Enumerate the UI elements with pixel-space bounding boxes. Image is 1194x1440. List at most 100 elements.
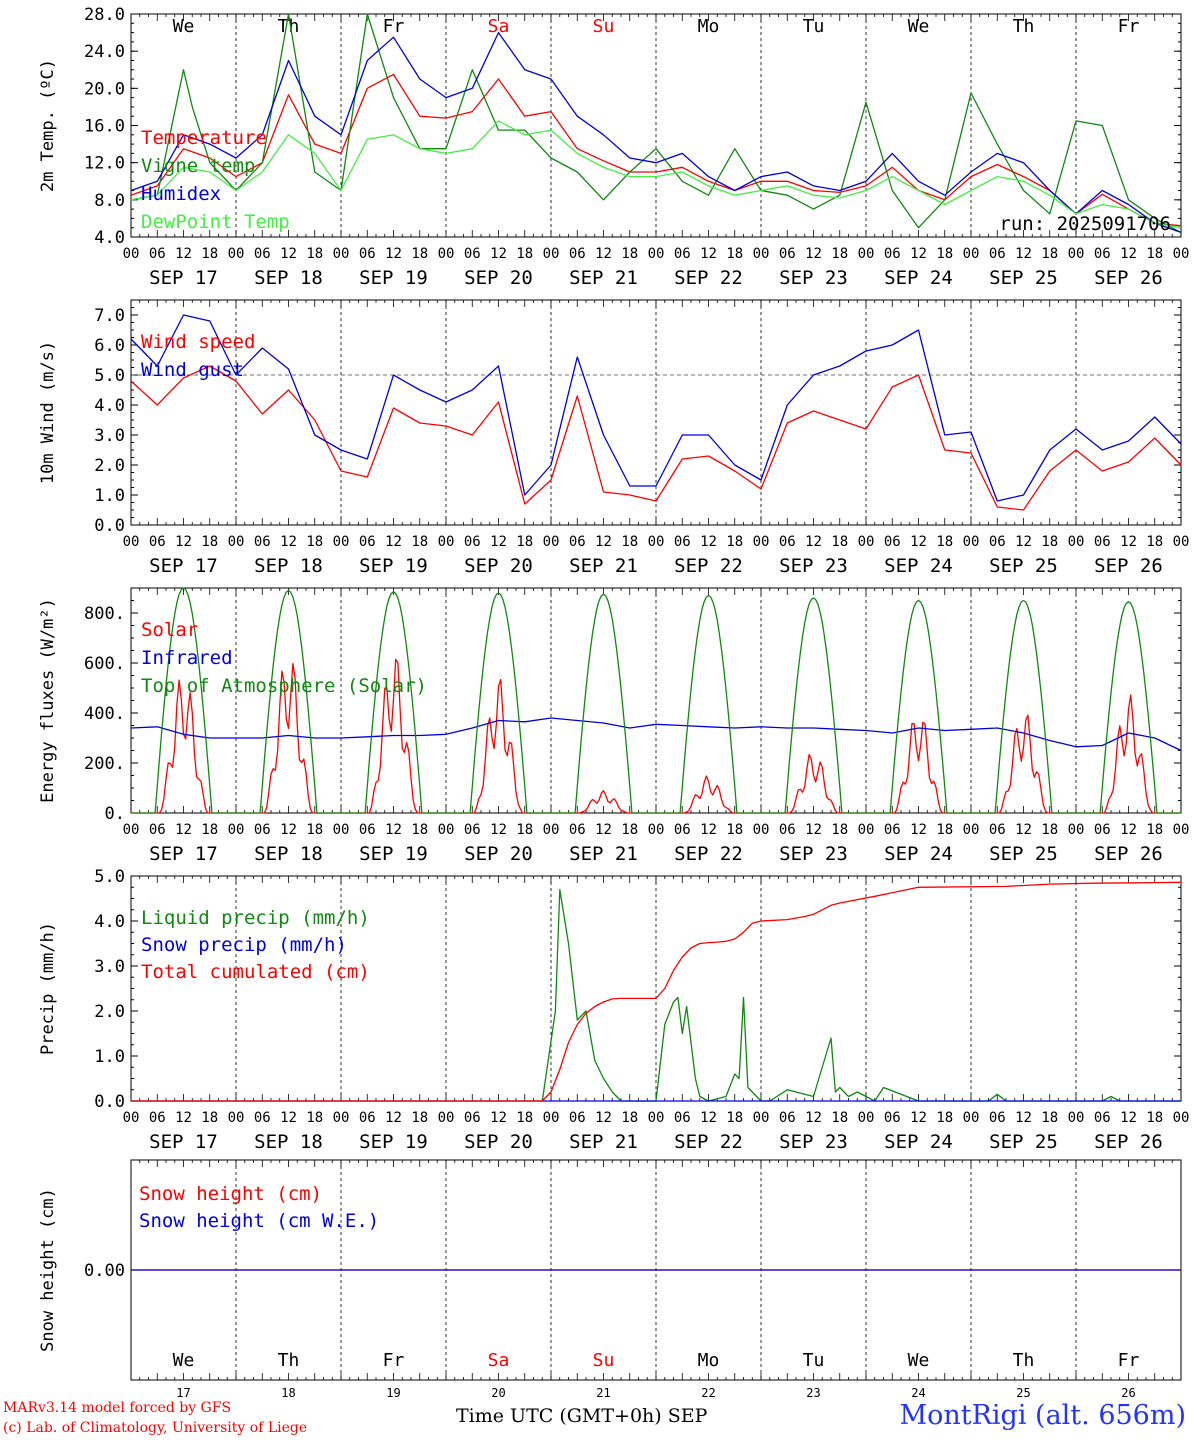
- hour-label: 06: [464, 1110, 481, 1126]
- hour-label: 12: [1120, 534, 1137, 550]
- hour-label: 00: [648, 246, 665, 262]
- date-label: SEP 22: [674, 843, 743, 865]
- hour-label: 12: [1120, 246, 1137, 262]
- hour-label: 18: [201, 246, 218, 262]
- day-name-label: Th: [1013, 16, 1035, 37]
- day-name-label: Tu: [803, 16, 825, 37]
- hour-label: 00: [123, 1110, 140, 1126]
- hour-label: 00: [123, 246, 140, 262]
- hour-label: 12: [1015, 246, 1032, 262]
- hour-label: 12: [805, 246, 822, 262]
- hour-label: 18: [621, 534, 638, 550]
- hour-label: 18: [831, 246, 848, 262]
- day-name-label: Mo: [698, 1350, 720, 1371]
- date-number-label: 21: [596, 1386, 610, 1400]
- hour-label: 12: [490, 1110, 507, 1126]
- hour-label: 12: [175, 534, 192, 550]
- day-name-label: Fr: [1118, 1350, 1140, 1371]
- hour-label: 06: [464, 534, 481, 550]
- hour-label: 12: [700, 1110, 717, 1126]
- date-number-label: 23: [806, 1386, 820, 1400]
- hour-label: 18: [411, 822, 428, 838]
- date-label: SEP 20: [464, 843, 533, 865]
- legend-entry: Top of Atmosphere (Solar): [141, 675, 427, 697]
- hour-label: 18: [201, 1110, 218, 1126]
- hour-label: 06: [779, 534, 796, 550]
- y-tick-label: 4.0: [94, 396, 125, 416]
- day-name-label: Tu: [803, 1350, 825, 1371]
- date-label: SEP 26: [1094, 555, 1163, 577]
- y-axis-label: Energy fluxes (W/m²): [38, 598, 58, 803]
- hour-label: 18: [831, 822, 848, 838]
- date-number-label: 20: [491, 1386, 505, 1400]
- day-name-label: Sa: [488, 16, 510, 37]
- series-line: [130, 717, 1182, 752]
- hour-label: 12: [490, 534, 507, 550]
- hour-label: 12: [700, 534, 717, 550]
- lab-credit: (c) Lab. of Climatology, University of L…: [3, 1420, 308, 1436]
- hour-label: 00: [1173, 246, 1190, 262]
- hour-label: 12: [805, 1110, 822, 1126]
- date-label: SEP 23: [779, 1131, 848, 1153]
- hour-label: 06: [674, 1110, 691, 1126]
- hour-label: 06: [989, 246, 1006, 262]
- y-tick-label: 4.0: [94, 912, 125, 932]
- hour-label: 18: [201, 534, 218, 550]
- hour-label: 18: [1146, 534, 1163, 550]
- hour-label: 18: [1146, 246, 1163, 262]
- y-axis-label: 10m Wind (m/s): [38, 341, 58, 484]
- hour-label: 12: [1015, 1110, 1032, 1126]
- hour-label: 12: [175, 246, 192, 262]
- date-number-label: 26: [1121, 1386, 1135, 1400]
- y-tick-label: 0.0: [94, 1092, 125, 1112]
- hour-label: 12: [1120, 822, 1137, 838]
- hour-label: 12: [1015, 822, 1032, 838]
- date-label: SEP 17: [149, 1131, 218, 1153]
- y-tick-label: 3.0: [94, 426, 125, 446]
- hour-label: 06: [149, 1110, 166, 1126]
- hour-label: 00: [648, 534, 665, 550]
- hour-label: 06: [674, 822, 691, 838]
- hour-label: 00: [543, 1110, 560, 1126]
- hour-label: 12: [280, 246, 297, 262]
- hour-label: 12: [1120, 1110, 1137, 1126]
- series-line: [130, 314, 1182, 502]
- hour-label: 12: [595, 534, 612, 550]
- hour-label: 18: [306, 822, 323, 838]
- date-label: SEP 21: [569, 843, 638, 865]
- hour-label: 00: [228, 246, 245, 262]
- date-label: SEP 23: [779, 267, 848, 289]
- date-number-label: 17: [176, 1386, 190, 1400]
- y-axis-label: 2m Temp. (ºC): [38, 59, 58, 192]
- hour-label: 12: [280, 1110, 297, 1126]
- date-label: SEP 21: [569, 1131, 638, 1153]
- day-name-label: We: [173, 1350, 195, 1371]
- y-tick-label: 600.: [84, 654, 125, 674]
- run-annotation: run: 2025091706: [999, 213, 1171, 235]
- date-label: SEP 21: [569, 555, 638, 577]
- date-label: SEP 24: [884, 555, 953, 577]
- y-tick-label: 3.0: [94, 957, 125, 977]
- hour-label: 00: [543, 246, 560, 262]
- series-line: [130, 120, 1182, 229]
- hour-label: 18: [516, 822, 533, 838]
- y-tick-label: 5.0: [94, 366, 125, 386]
- model-credit: MARv3.14 model forced by GFS: [3, 1400, 232, 1416]
- hour-label: 06: [359, 534, 376, 550]
- series-line: [130, 365, 1182, 511]
- y-tick-label: 800.: [84, 604, 125, 624]
- hour-label: 06: [884, 534, 901, 550]
- day-name-label: Su: [593, 1350, 615, 1371]
- day-name-label: Su: [593, 16, 615, 37]
- date-label: SEP 20: [464, 267, 533, 289]
- panel-1-frame: [130, 13, 1182, 238]
- hour-label: 18: [306, 1110, 323, 1126]
- y-tick-label: 20.0: [84, 79, 125, 99]
- hour-label: 06: [254, 1110, 271, 1126]
- date-number-label: 18: [281, 1386, 295, 1400]
- hour-label: 12: [700, 246, 717, 262]
- hour-label: 00: [123, 822, 140, 838]
- hour-label: 00: [543, 822, 560, 838]
- y-tick-label: 400.: [84, 704, 125, 724]
- y-tick-label: 24.0: [84, 42, 125, 62]
